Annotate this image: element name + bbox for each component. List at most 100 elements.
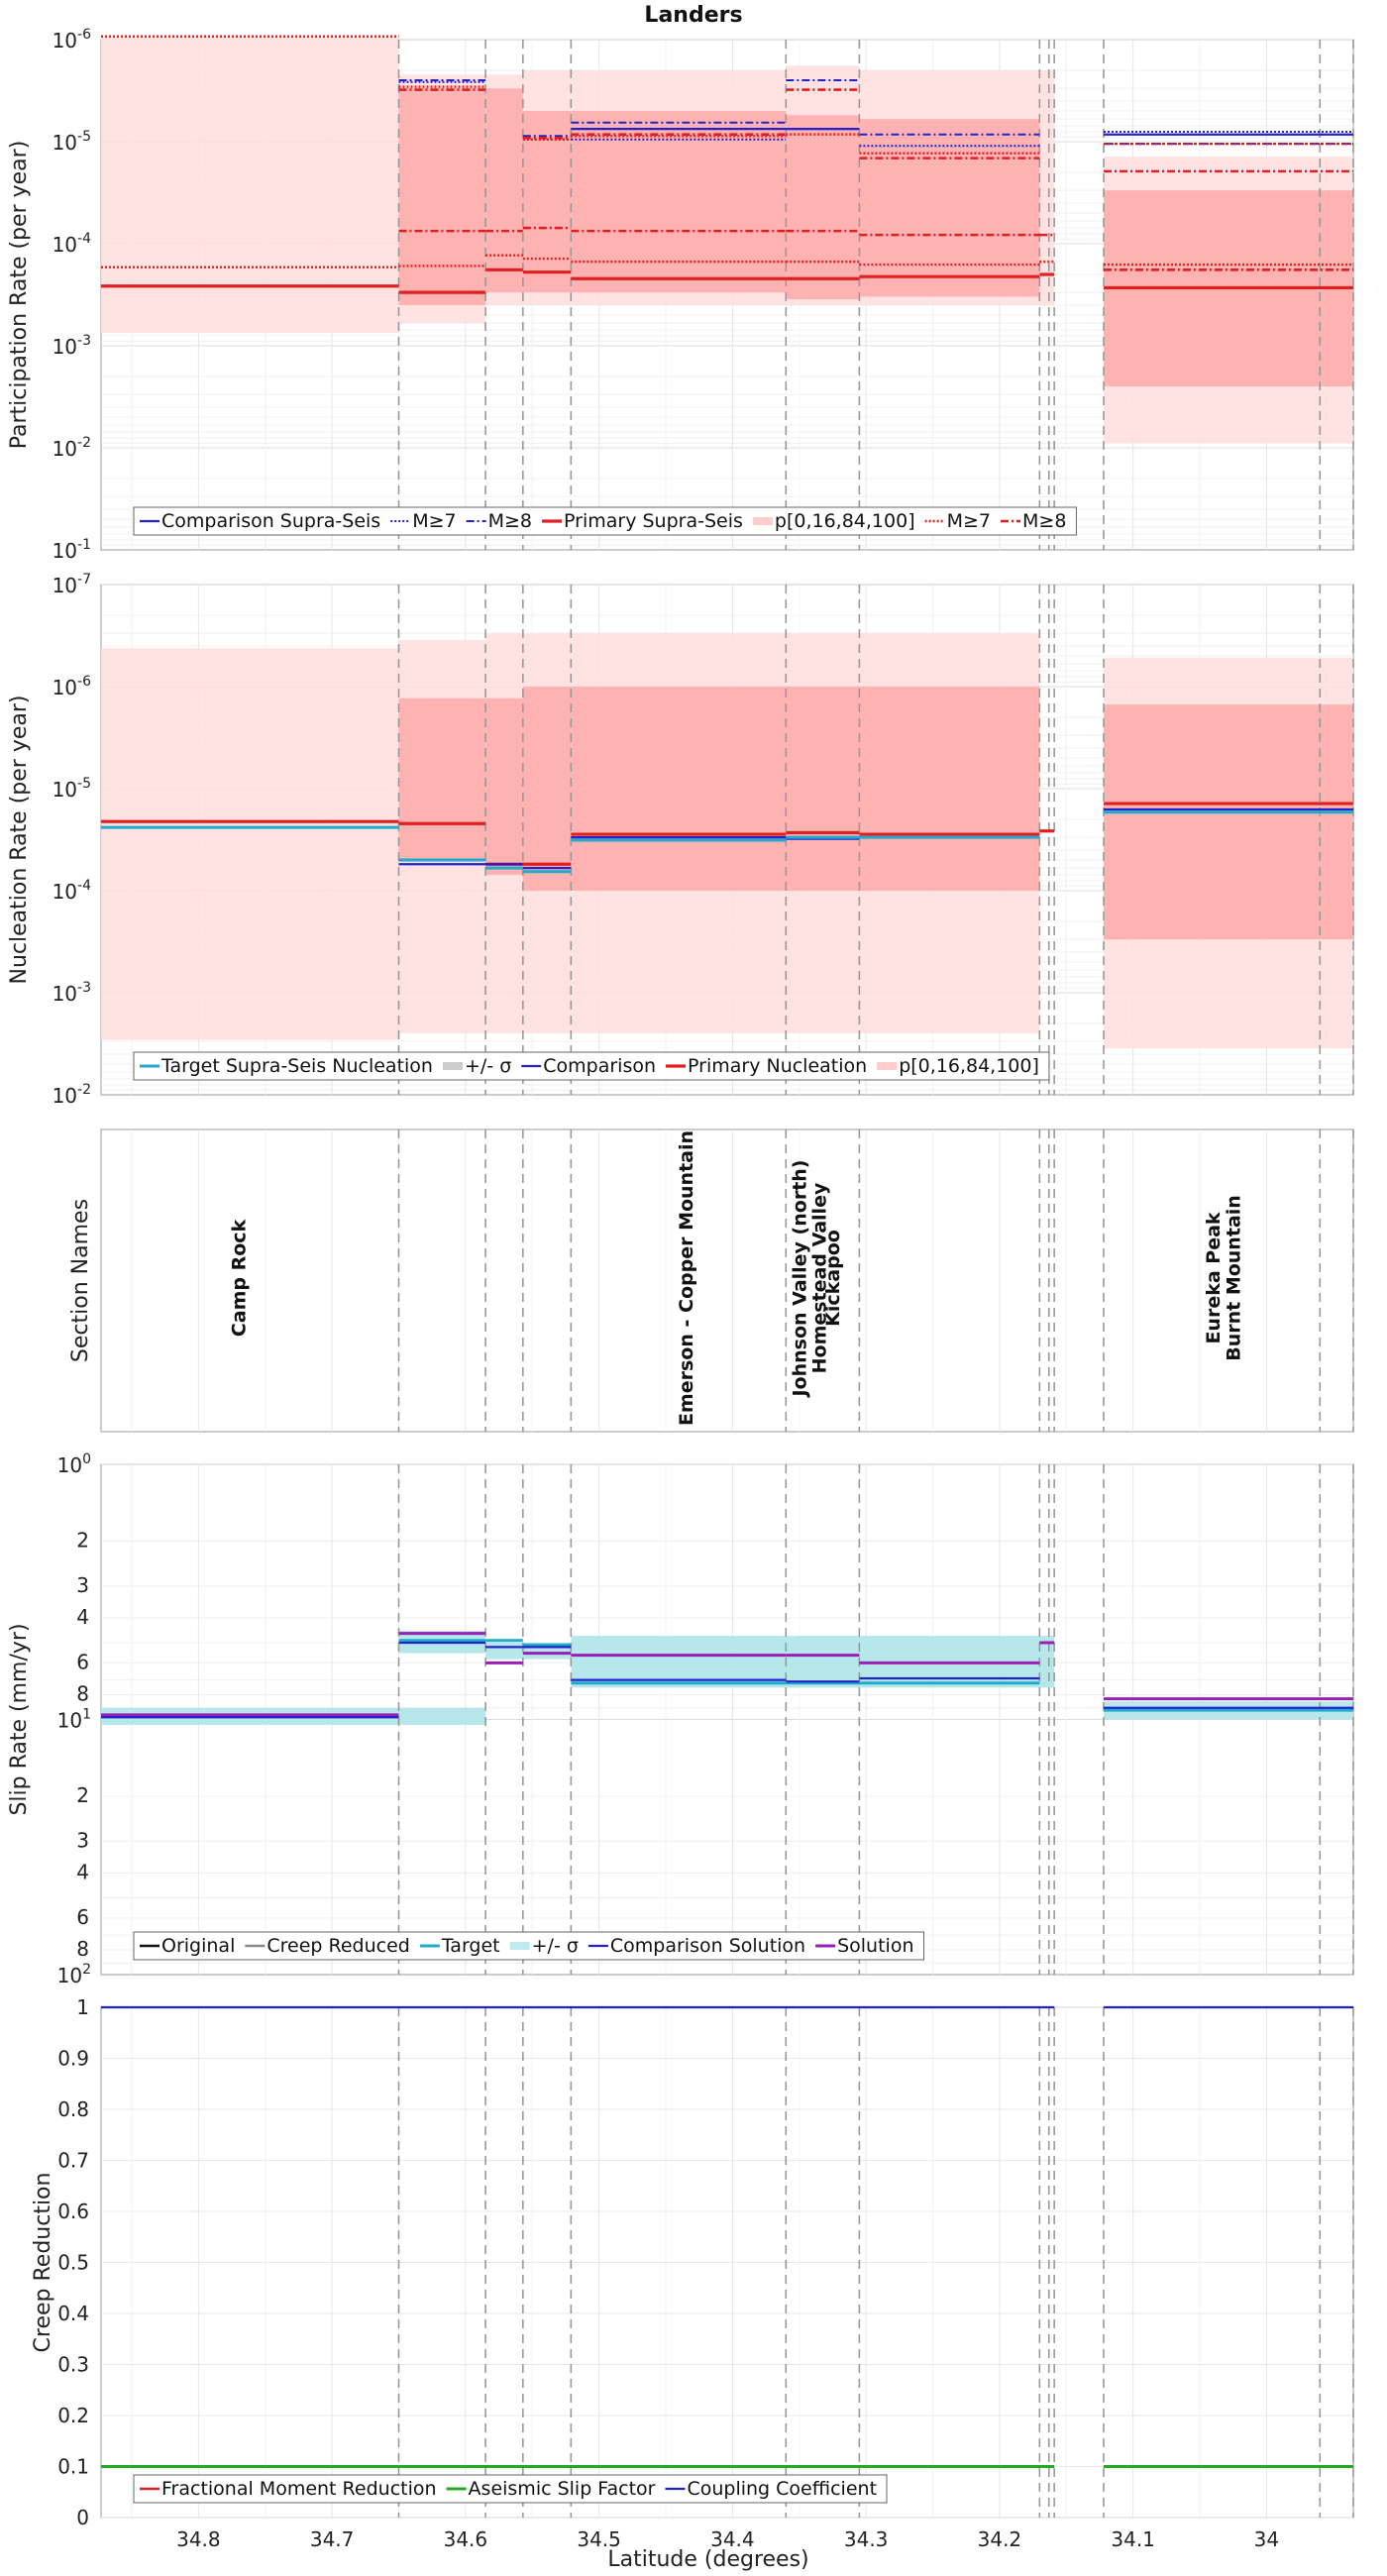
legend-box bbox=[133, 2474, 888, 2504]
panel-section-names: Camp Rock Emerson - Copper Mountain Johnso… bbox=[68, 1128, 1354, 1433]
legend-entry: +/- σ bbox=[465, 1055, 511, 1077]
y-tick-label: 0.2 bbox=[57, 2404, 89, 2427]
x-tick-label: 34.8 bbox=[176, 2527, 221, 2551]
section-name: Burnt Mountain bbox=[1223, 1195, 1244, 1361]
y-tick-label: 10-5 bbox=[53, 776, 91, 802]
y-tick-label: 10-6 bbox=[53, 27, 92, 53]
band-mid bbox=[522, 110, 572, 293]
legend: Fractional Moment Reduction Aseismic Slip… bbox=[133, 2474, 888, 2504]
panel-creep: 0 0.1 0.2 0.3 0.4 0.5 0.6 0.7 0.8 0.9 1 Creep Reduc… bbox=[31, 1995, 1354, 2551]
section-name: Homestead Valley bbox=[809, 1182, 831, 1373]
y-minor-tick-label: 6 bbox=[76, 1650, 89, 1673]
band-mid bbox=[859, 119, 1040, 297]
x-axis-label: Latitude (degrees) bbox=[607, 2547, 808, 2572]
y-tick-label: 10-6 bbox=[53, 674, 92, 699]
section-name: Camp Rock bbox=[229, 1219, 251, 1337]
y-axis-label: Participation Rate (per year) bbox=[7, 141, 32, 450]
section-name: Johnson Valley (north) bbox=[790, 1159, 811, 1398]
y-minor-tick-label: 8 bbox=[76, 1937, 89, 1961]
band-mid bbox=[1104, 704, 1353, 940]
legend-entry: Solution bbox=[837, 1935, 913, 1957]
band-mid bbox=[398, 88, 486, 306]
y-minor-tick-label: 2 bbox=[76, 1783, 89, 1807]
legend-box bbox=[133, 506, 1077, 536]
band-mid bbox=[522, 687, 572, 891]
y-tick-label: 1 bbox=[76, 1995, 89, 2019]
band-mid bbox=[571, 687, 787, 891]
legend-entry: p[0,16,84,100] bbox=[775, 510, 915, 532]
y-tick-label: 0 bbox=[76, 2506, 89, 2529]
band-mid bbox=[859, 687, 1040, 891]
y-minor-tick-label: 4 bbox=[76, 1605, 89, 1629]
legend-entry: +/- σ bbox=[532, 1935, 579, 1957]
panels-layer: 10-6 10-5 10-4 10-3 10-2 10-1 Participation Ra… bbox=[7, 27, 1354, 2551]
legend-entry: Comparison Solution bbox=[610, 1935, 805, 1957]
x-tick-label: 34.6 bbox=[444, 2527, 488, 2551]
legend: Target Supra-Seis Nucleation +/- σ Compari… bbox=[133, 1051, 1050, 1081]
panel-slip: 100 101 102 2 3 4 6 8 2 3 4 6 8 Slip Rate (mm/yr) Orig… bbox=[7, 1451, 1354, 1987]
y-tick-label: 10-2 bbox=[53, 1082, 91, 1108]
legend-entry: M≥8 bbox=[488, 510, 532, 532]
plot-area bbox=[100, 1128, 1354, 1433]
legend-entry: Comparison bbox=[543, 1055, 656, 1077]
figure-title: Landers bbox=[644, 3, 742, 28]
legend-entry: Creep Reduced bbox=[267, 1935, 409, 1957]
y-tick-label: 0.1 bbox=[57, 2455, 89, 2479]
y-minor-tick-label: 4 bbox=[76, 1861, 89, 1884]
legend-entry: p[0,16,84,100] bbox=[899, 1055, 1039, 1077]
legend-entry: Aseismic Slip Factor bbox=[469, 2478, 656, 2500]
y-tick-label: 10-1 bbox=[53, 537, 91, 563]
band-mid bbox=[398, 698, 486, 860]
legend-entry: Original bbox=[161, 1935, 235, 1957]
legend-entry: Comparison Supra-Seis bbox=[161, 510, 380, 532]
y-axis-label: Nucleation Rate (per year) bbox=[7, 696, 32, 985]
panel-nucleation: 10-7 10-6 10-5 10-4 10-3 10-2 Nucleation Rate … bbox=[7, 572, 1354, 1108]
y-minor-tick-label: 8 bbox=[76, 1682, 89, 1706]
legend-entry: Target bbox=[441, 1935, 500, 1957]
band-light bbox=[101, 37, 399, 334]
legend-entry: Target Supra-Seis Nucleation bbox=[160, 1055, 433, 1077]
x-tick-label: 34.1 bbox=[1111, 2527, 1155, 2551]
y-axis-label: Slip Rate (mm/yr) bbox=[7, 1623, 32, 1815]
y-tick-label: 0.9 bbox=[57, 2047, 89, 2071]
y-tick-label: 10-4 bbox=[53, 878, 92, 904]
legend-entry: Coupling Coefficient bbox=[687, 2478, 877, 2500]
band-mid bbox=[485, 88, 523, 293]
legend-entry: M≥7 bbox=[947, 510, 991, 532]
y-minor-tick-label: 6 bbox=[76, 1905, 89, 1929]
y-tick-label: 100 bbox=[57, 1451, 91, 1477]
band-mid bbox=[485, 698, 523, 876]
legend-entry: Fractional Moment Reduction bbox=[161, 2478, 437, 2500]
x-tick-label: 34.5 bbox=[577, 2527, 621, 2551]
section-name: Emerson - Copper Mountain bbox=[676, 1130, 697, 1426]
legend: Original Creep Reduced Target +/- σ Comparis… bbox=[133, 1931, 924, 1961]
x-tick-label: 34.4 bbox=[710, 2527, 755, 2551]
legend-entry: M≥8 bbox=[1022, 510, 1066, 532]
y-tick-label: 102 bbox=[57, 1962, 91, 1987]
band-mid bbox=[571, 110, 787, 293]
y-minor-tick-label: 2 bbox=[76, 1529, 89, 1553]
y-tick-label: 0.6 bbox=[57, 2200, 89, 2223]
y-tick-label: 101 bbox=[57, 1707, 91, 1733]
y-tick-label: 0.4 bbox=[57, 2302, 89, 2325]
y-tick-label: 10-5 bbox=[53, 129, 91, 155]
y-tick-label: 0.5 bbox=[57, 2251, 89, 2275]
x-tick-label: 34 bbox=[1254, 2527, 1279, 2551]
x-tick-label: 34.2 bbox=[978, 2527, 1022, 2551]
x-tick-label: 34.3 bbox=[844, 2527, 889, 2551]
y-minor-tick-label: 3 bbox=[76, 1828, 89, 1852]
legend: Comparison Supra-Seis M≥7 M≥8 Primary Supra… bbox=[133, 506, 1077, 536]
section-name: Eureka Peak bbox=[1203, 1212, 1225, 1343]
y-tick-label: 10-7 bbox=[53, 572, 91, 597]
panel-participation: 10-6 10-5 10-4 10-3 10-2 10-1 Participation Ra… bbox=[7, 27, 1354, 563]
y-tick-label: 10-4 bbox=[53, 231, 92, 257]
y-tick-label: 10-2 bbox=[53, 435, 91, 461]
y-axis-label: Section Names bbox=[68, 1199, 93, 1362]
section-name: Kickapoo bbox=[822, 1230, 844, 1327]
x-tick-label: 34.7 bbox=[310, 2527, 355, 2551]
y-tick-label: 0.8 bbox=[57, 2097, 89, 2121]
y-minor-tick-label: 3 bbox=[76, 1573, 89, 1597]
band-light bbox=[101, 648, 399, 1040]
band-mid bbox=[786, 687, 860, 891]
